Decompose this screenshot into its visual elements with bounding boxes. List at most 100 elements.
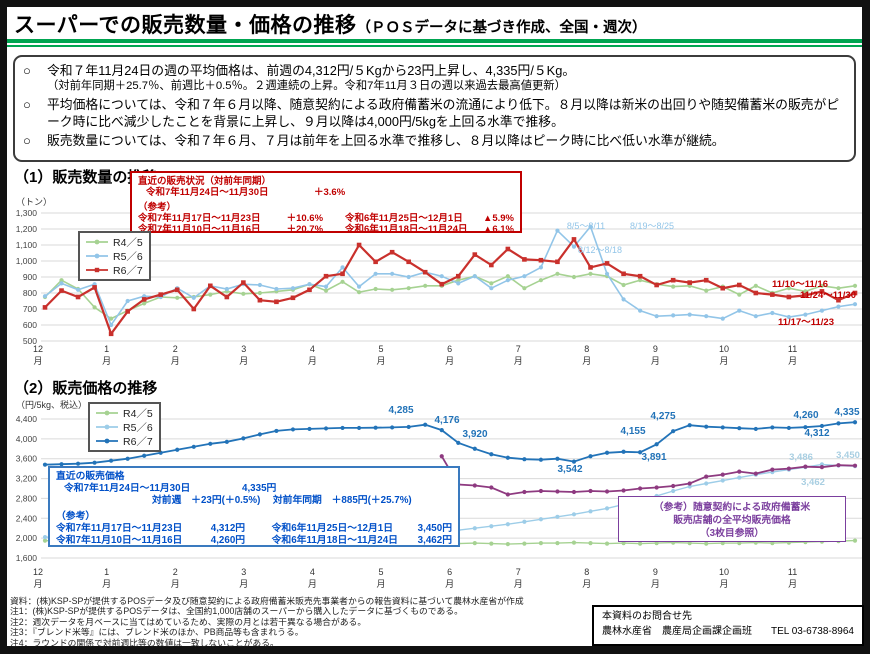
legend-item: R4／5	[86, 235, 143, 249]
bullet-item-volume: ○ 販売数量については、令和７年６月、７月は前年を上回る水準で推移し、８月以降は…	[23, 132, 844, 149]
svg-text:500: 500	[23, 336, 37, 346]
svg-text:4,400: 4,400	[16, 414, 38, 424]
bullet-item-price-week: ○ 令和７年11月24日の週の平均価格は、前週の4,312円/５Kgから23円上…	[23, 62, 844, 94]
svg-text:1: 1	[104, 567, 109, 577]
legend-line-marker-icon	[86, 239, 108, 245]
recent-sales-title: 直近の販売状況（対前年同期）	[138, 176, 272, 187]
svg-text:11/24～11/30: 11/24～11/30	[800, 290, 856, 301]
svg-text:4,176: 4,176	[434, 415, 459, 426]
bullet-text: 販売数量については、令和７年６月、７月は前年を上回る水準で推移し、８月以降はピー…	[47, 133, 725, 148]
svg-text:月: 月	[376, 356, 385, 366]
period-label: 令和6年11月18日～11月24日	[344, 224, 468, 235]
legend-label: R6／7	[123, 435, 153, 448]
svg-text:（トン）: （トン）	[16, 197, 52, 207]
period-label: 令和6年11月25日～12月1日	[344, 213, 463, 224]
svg-text:月: 月	[514, 579, 523, 589]
note-line: （参考）随意契約による政府備蓄米	[653, 502, 811, 513]
svg-text:1,300: 1,300	[16, 208, 38, 218]
green-rule-thick	[7, 39, 862, 43]
svg-text:4: 4	[310, 567, 315, 577]
green-rule-thin	[7, 45, 862, 47]
legend-label: R5／6	[113, 250, 143, 263]
source-note: 資料：(株)KSP-SPが提供するPOSデータ及び随意契約による政府備蓄米販売先…	[10, 596, 524, 606]
legend-item: R5／6	[96, 420, 153, 434]
svg-text:11: 11	[788, 344, 797, 354]
svg-text:4,000: 4,000	[16, 434, 38, 444]
bullet-marker: ○	[23, 97, 31, 112]
footnote-3: 注3：『ブレンド米等』には、ブレンド米のほか、PB商品等も含まれうる。	[10, 627, 304, 638]
svg-text:月: 月	[308, 579, 317, 589]
svg-text:12: 12	[33, 567, 43, 577]
summary-box: ○ 令和７年11月24日の週の平均価格は、前週の4,312円/５Kgから23円上…	[13, 55, 856, 162]
svg-text:8: 8	[584, 567, 589, 577]
footer-notes: 資料：(株)KSP-SPが提供するPOSデータ及び随意契約による政府備蓄米販売先…	[10, 596, 590, 648]
legend-label: R4／5	[123, 407, 153, 420]
svg-text:月: 月	[788, 579, 797, 589]
footnote-2: 注2：週次データを月ベースに当てはめているため、実際の月とは若干異なる場合がある…	[10, 616, 367, 627]
recent-price-box: 直近の販売価格 令和7年11月24日～11月30日 4,335円 対前週 ＋23…	[48, 466, 460, 547]
svg-text:月: 月	[33, 579, 42, 589]
svg-text:700: 700	[23, 304, 37, 314]
contact-org: 農林水産省 農産局企画課企画班	[602, 626, 752, 637]
svg-text:4,155: 4,155	[620, 426, 645, 437]
svg-text:3,462: 3,462	[801, 477, 825, 488]
period-value: ▲5.9%	[482, 213, 514, 224]
reference-label: （参考）	[138, 202, 177, 213]
svg-text:3: 3	[241, 567, 246, 577]
price-legend: R4／5 R5／6 R6／7	[88, 402, 161, 452]
svg-text:10: 10	[719, 567, 729, 577]
svg-text:3,200: 3,200	[16, 474, 38, 484]
footnote-4: 注4：ラウンドの関係で対前週比等の数値は一致しないことがある。	[10, 637, 279, 648]
svg-text:8: 8	[584, 344, 589, 354]
svg-text:3,542: 3,542	[557, 464, 582, 475]
period-label: 令和6年11月18日～11月24日	[271, 535, 398, 546]
period-value: ＋3.6%	[314, 187, 346, 198]
svg-text:8/12～8/18: 8/12～8/18	[578, 245, 622, 255]
svg-text:600: 600	[23, 320, 37, 330]
legend-label: R4／5	[113, 236, 143, 249]
svg-text:8/19～8/25: 8/19～8/25	[630, 221, 674, 231]
recent-price-title: 直近の販売価格	[56, 471, 125, 482]
svg-text:9: 9	[653, 567, 658, 577]
svg-text:3,920: 3,920	[462, 429, 487, 440]
svg-text:6: 6	[447, 567, 452, 577]
svg-text:800: 800	[23, 288, 37, 298]
period-value: ＋20.7%	[286, 224, 324, 235]
reference-label: （参考）	[56, 511, 96, 522]
bullet-marker: ○	[23, 133, 31, 148]
legend-label: R6／7	[113, 264, 143, 277]
svg-text:1: 1	[104, 344, 109, 354]
legend-label: R5／6	[123, 421, 153, 434]
bullet-item-avg-price: ○ 平均価格については、令和７年６月以降、随意契約による政府備蓄米の流通により低…	[23, 96, 844, 130]
period-label: 令和6年11月25日～12月1日	[271, 523, 394, 534]
svg-text:月: 月	[239, 356, 248, 366]
page-title-note: （ＰＯＳデータに基づき作成、全国・週次）	[356, 20, 647, 36]
period-label: 令和7年11月17日～11月23日	[138, 213, 261, 224]
section2-heading: （2）販売価格の推移	[14, 380, 158, 397]
svg-text:11/17～11/23: 11/17～11/23	[778, 317, 834, 328]
svg-text:月: 月	[582, 356, 591, 366]
svg-text:月: 月	[514, 356, 523, 366]
svg-text:月: 月	[719, 356, 728, 366]
volume-legend: R4／5 R5／6 R6／7	[78, 231, 151, 281]
contact-heading: 本資料のお問合せ先	[602, 611, 692, 622]
period-value: 4,312円	[210, 523, 246, 534]
bullet-subtext: （対前年同期＋25.7％、前週比＋0.5％。２週連続の上昇。令和7年11月３日の…	[47, 80, 566, 92]
footnote-1: 注1：(株)KSP-SPが提供するPOSデータは、全国約1,000店舗のスーパー…	[10, 606, 463, 617]
svg-text:9: 9	[653, 344, 658, 354]
period-label: 令和7年11月10日～11月16日	[56, 535, 183, 546]
period-label: 令和7年11月10日～11月16日	[138, 224, 261, 235]
svg-text:2: 2	[173, 567, 178, 577]
legend-line-marker-icon	[86, 267, 108, 273]
period-value: ＋10.6%	[286, 213, 324, 224]
svg-text:2,400: 2,400	[16, 513, 38, 523]
svg-text:月: 月	[651, 356, 660, 366]
svg-text:月: 月	[788, 356, 797, 366]
svg-text:4,285: 4,285	[388, 405, 413, 416]
svg-text:2,000: 2,000	[16, 533, 38, 543]
bullet-marker: ○	[23, 63, 31, 78]
svg-text:月: 月	[33, 356, 42, 366]
svg-text:月: 月	[651, 579, 660, 589]
legend-item: R5／6	[86, 249, 143, 263]
period-value: ▲6.1%	[482, 224, 514, 235]
